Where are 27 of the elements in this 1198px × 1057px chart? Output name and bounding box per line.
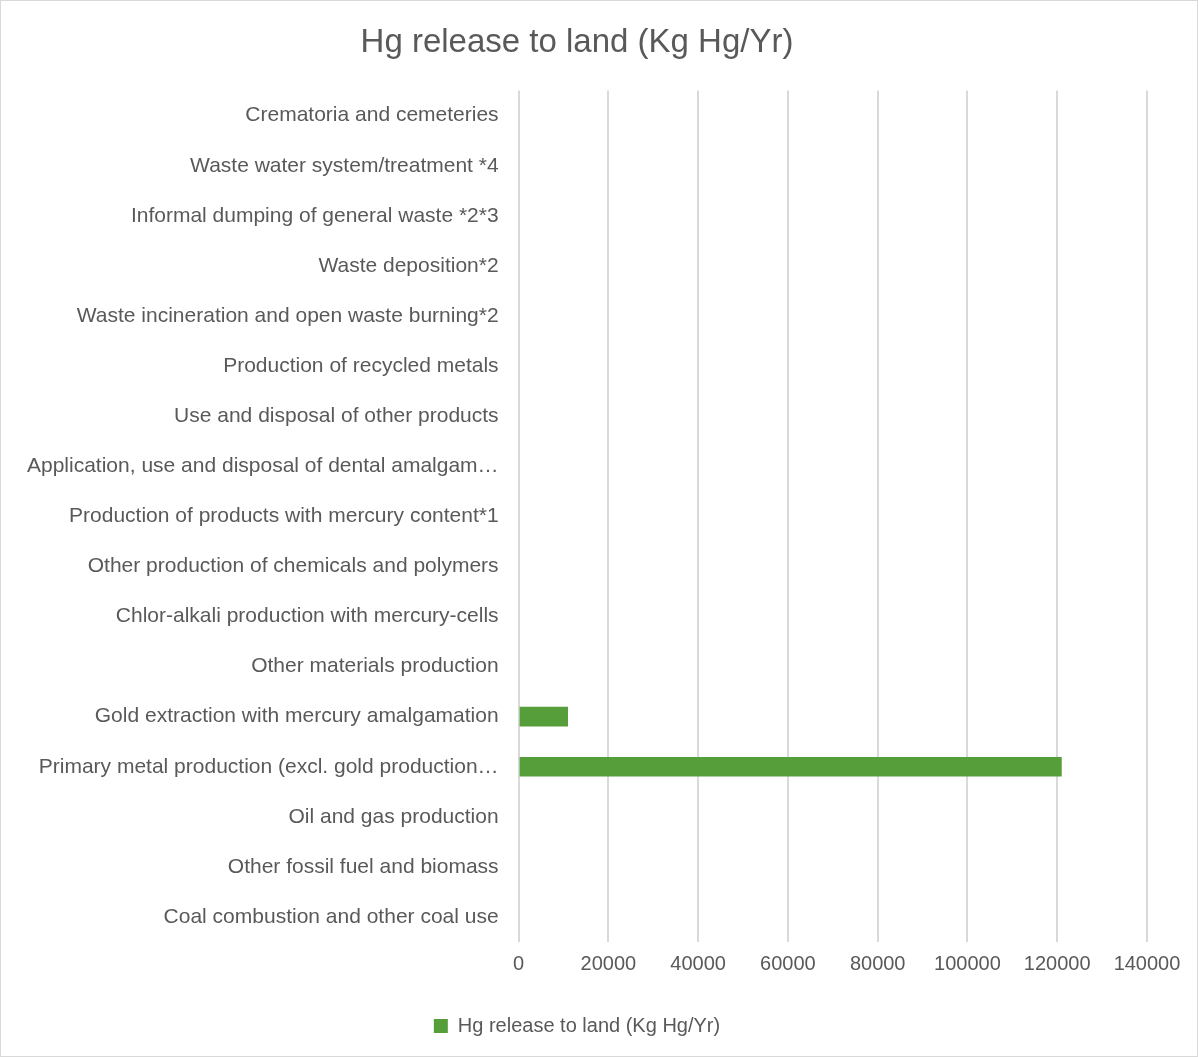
x-tick-label: 40000	[670, 951, 726, 974]
x-tick-label: 100000	[934, 951, 1001, 974]
y-tick-label: Production of products with mercury content*1	[69, 503, 499, 527]
y-tick-label: Coal combustion and other coal use	[163, 903, 499, 927]
y-tick-label: Application, use and disposal of dental amalgam…	[26, 453, 499, 477]
y-tick-label: Gold extraction with mercury amalgamation	[94, 703, 499, 727]
legend-label: Hg release to land (Kg Hg/Yr)	[457, 1013, 721, 1036]
y-tick-label: Use and disposal of other products	[174, 402, 499, 426]
y-tick-label: Production of recycled metals	[223, 352, 499, 376]
y-tick-label: Other fossil fuel and biomass	[227, 853, 499, 877]
y-tick-label: Other production of chemicals and polymers	[87, 553, 499, 577]
y-tick-label: Crematoria and cemeteries	[245, 102, 499, 126]
chart-title: Hg release to land (Kg Hg/Yr)	[360, 21, 794, 59]
x-tick-label: 80000	[849, 951, 906, 974]
y-tick-label: Informal dumping of general waste *2*3	[130, 202, 499, 226]
x-tick-label: 120000	[1023, 951, 1091, 974]
y-tick-label: Primary metal production (excl. gold production…	[38, 753, 499, 777]
y-tick-label: Waste water system/treatment *4	[190, 152, 499, 176]
x-tick-label: 20000	[580, 951, 637, 974]
y-tick-label: Other materials production	[251, 653, 499, 677]
y-tick-label: Oil and gas production	[288, 803, 499, 827]
x-tick-label: 60000	[760, 951, 816, 974]
y-tick-label: Waste deposition*2	[318, 252, 499, 276]
y-tick-label: Waste incineration and open waste burning*2	[76, 302, 499, 326]
y-tick-label: Chlor-alkali production with mercury-cells	[115, 603, 499, 627]
x-tick-label: 0	[513, 951, 525, 974]
x-tick-label: 140000	[1113, 951, 1181, 974]
